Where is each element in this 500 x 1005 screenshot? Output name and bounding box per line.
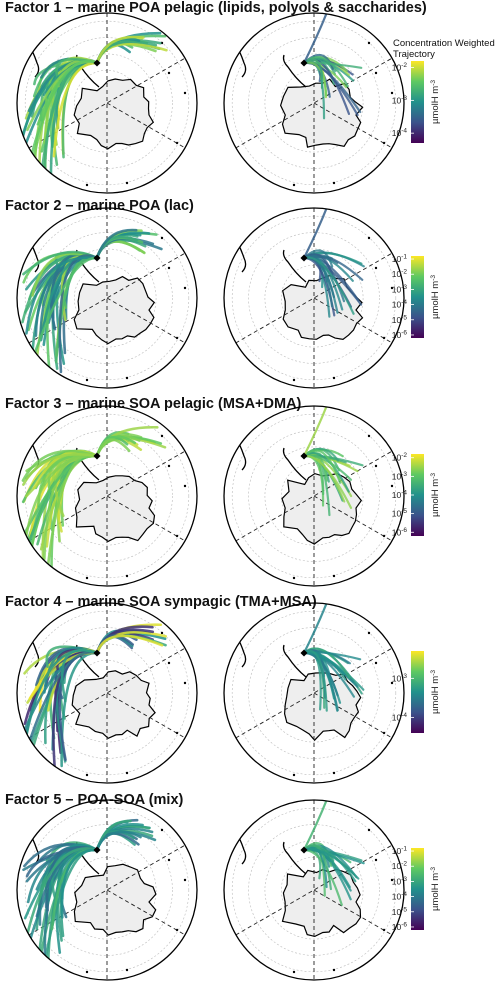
colorbar-tick: 10-6 bbox=[392, 921, 408, 932]
maps-and-colorbar: 10-3 10-4 µmolH m-3 bbox=[16, 602, 441, 784]
colorbar: 10-1 10-2 10-3 10-4 10-5 10-6 µmolH m-3 bbox=[392, 846, 441, 932]
colorbar-tick: 10-1 bbox=[392, 254, 408, 265]
colorbar-tick: 10-3 bbox=[392, 284, 408, 295]
colorbar-tick: 10-6 bbox=[392, 329, 408, 340]
factor-title: Factor 5 – POA-SOA (mix) bbox=[5, 792, 184, 808]
colorbar: 10-2 10-3 10-4 10-5 10-6 µmolH m-3 bbox=[392, 452, 441, 537]
trajectory-left bbox=[22, 818, 157, 969]
colorbar-tick: 10-4 bbox=[392, 712, 408, 723]
colorbar-tick: 10-4 bbox=[392, 299, 408, 310]
colorbar-tick: 10-5 bbox=[392, 906, 408, 917]
colorbar: 10-1 10-2 10-3 10-4 10-5 10-6 µmolH m-3 bbox=[392, 254, 441, 340]
colorbar-unit-label: µmolH m-3 bbox=[430, 867, 441, 911]
station-marker bbox=[300, 254, 308, 262]
trajectory-right bbox=[302, 800, 365, 906]
colorbar-unit-label: µmolH m-3 bbox=[430, 80, 441, 124]
polar-map-left bbox=[16, 405, 198, 587]
trajectory-left bbox=[20, 31, 168, 180]
colorbar-tick: 10-3 bbox=[392, 471, 408, 482]
polar-map-right bbox=[223, 207, 405, 389]
trajectory-right bbox=[302, 208, 365, 318]
colorbar-tick: 10-4 bbox=[392, 128, 408, 139]
colorbar-tick: 10-1 bbox=[392, 846, 408, 857]
trajectory-left bbox=[21, 623, 167, 770]
station-marker bbox=[300, 59, 308, 67]
colorbar-tick: 10-6 bbox=[392, 527, 408, 538]
colorbar-tick: 10-2 bbox=[392, 62, 408, 73]
station-marker bbox=[93, 452, 101, 460]
maps-and-colorbar: 10-1 10-2 10-3 10-4 10-5 10-6 µmolH m-3 bbox=[16, 207, 441, 389]
polar-map-left bbox=[16, 12, 198, 194]
colorbar-unit-label: µmolH m-3 bbox=[430, 275, 441, 319]
colorbar-tick: 10-2 bbox=[392, 861, 408, 872]
station-marker bbox=[300, 452, 308, 460]
station-marker bbox=[93, 649, 101, 657]
maps-and-colorbar: 10-1 10-2 10-3 10-4 10-5 10-6 µmolH m-3 bbox=[16, 799, 441, 981]
polar-map-right bbox=[223, 799, 405, 981]
station-marker bbox=[300, 846, 308, 854]
colorbar-tick: 10-2 bbox=[392, 269, 408, 280]
trajectory-left bbox=[21, 426, 167, 577]
colorbar-unit-label: µmolH m-3 bbox=[430, 473, 441, 517]
factor-title: Factor 2 – marine POA (lac) bbox=[5, 198, 194, 214]
colorbar-title: Concentration Weighted Trajectory bbox=[393, 38, 495, 60]
trajectory-right bbox=[302, 13, 363, 120]
station-marker bbox=[93, 254, 101, 262]
factor-panel-1: Factor 1 – marine POA pelagic (lipids, p… bbox=[0, 0, 500, 198]
maps-and-colorbar: 10-2 10-3 10-4 µmolH m-3 bbox=[16, 12, 441, 194]
factor-title: Factor 1 – marine POA pelagic (lipids, p… bbox=[5, 0, 427, 16]
polar-map-right bbox=[223, 602, 405, 784]
colorbar-tick: 10-3 bbox=[392, 673, 408, 684]
colorbar-tick: 10-3 bbox=[392, 95, 408, 106]
colorbar-tick: 10-2 bbox=[392, 452, 408, 463]
colorbar: 10-2 10-3 10-4 µmolH m-3 bbox=[392, 61, 441, 143]
station-marker bbox=[93, 846, 101, 854]
colorbar-tick: 10-4 bbox=[392, 490, 408, 501]
factor-panel-2: Factor 2 – marine POA (lac) 10-1 10-2 10-3 1… bbox=[0, 198, 500, 396]
polar-map-left bbox=[16, 602, 198, 784]
colorbar-tick: 10-4 bbox=[392, 891, 408, 902]
factor-panel-5: Factor 5 – POA-SOA (mix) 10-1 10-2 10-3 10-4… bbox=[0, 792, 500, 990]
factor-title: Factor 3 – marine SOA pelagic (MSA+DMA) bbox=[5, 396, 302, 412]
maps-and-colorbar: 10-2 10-3 10-4 10-5 10-6 µmolH m-3 bbox=[16, 405, 441, 587]
polar-map-right bbox=[223, 12, 405, 194]
polar-map-left bbox=[16, 799, 198, 981]
factor-panel-3: Factor 3 – marine SOA pelagic (MSA+DMA) 1… bbox=[0, 396, 500, 594]
polar-map-left bbox=[16, 207, 198, 389]
colorbar-tick: 10-3 bbox=[392, 876, 408, 887]
colorbar-tick: 10-5 bbox=[392, 508, 408, 519]
colorbar: 10-3 10-4 µmolH m-3 bbox=[392, 651, 441, 733]
colorbar-tick: 10-5 bbox=[392, 314, 408, 325]
polar-map-right bbox=[223, 405, 405, 587]
factor-panel-4: Factor 4 – marine SOA sympagic (TMA+MSA)… bbox=[0, 594, 500, 792]
station-marker bbox=[300, 649, 308, 657]
colorbar-unit-label: µmolH m-3 bbox=[430, 670, 441, 714]
trajectory-left bbox=[21, 228, 163, 379]
